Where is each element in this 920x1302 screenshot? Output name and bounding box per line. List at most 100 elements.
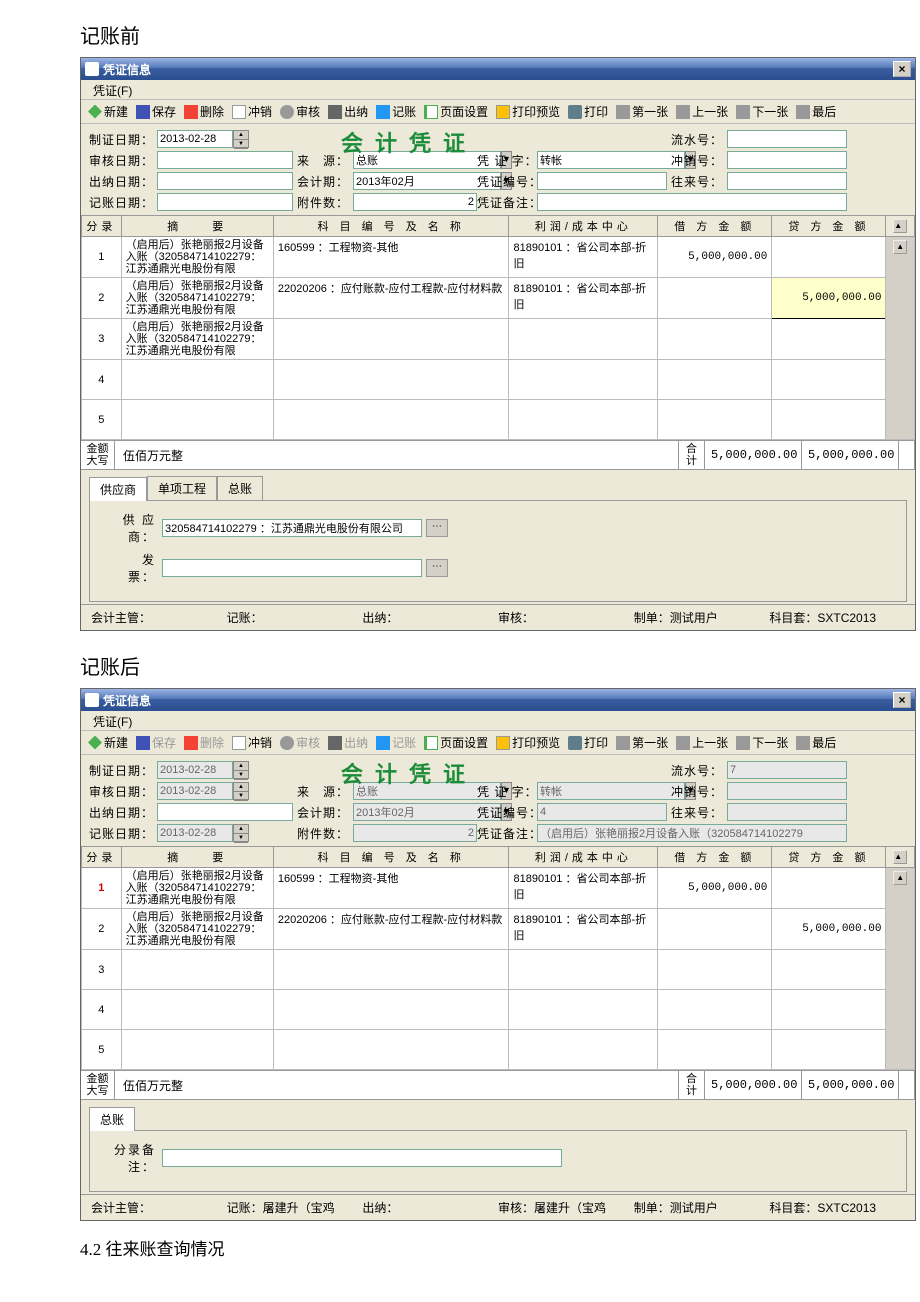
tb-prev[interactable]: 上一张 xyxy=(673,732,731,753)
date-spinner[interactable]: ▲▼ xyxy=(233,761,249,779)
tb-prev[interactable]: 上一张 xyxy=(673,101,731,122)
entry-row[interactable]: 3 xyxy=(82,950,915,990)
entry-credit[interactable] xyxy=(772,237,886,278)
entry-center[interactable] xyxy=(509,950,658,990)
tb-print[interactable]: 打印 xyxy=(565,732,611,753)
date-input[interactable] xyxy=(157,782,233,800)
date-input[interactable] xyxy=(157,761,233,779)
offset-input[interactable] xyxy=(727,151,847,169)
select-field[interactable]: ▼ xyxy=(537,151,667,169)
entry-debit[interactable] xyxy=(658,278,772,319)
entry-credit[interactable] xyxy=(772,868,886,909)
entry-center[interactable] xyxy=(509,360,658,400)
tab-1[interactable]: 单项工程 xyxy=(147,476,217,500)
close-button[interactable]: × xyxy=(893,61,911,77)
entry-credit[interactable]: 5,000,000.00 xyxy=(772,909,886,950)
date-field[interactable]: ▲▼ xyxy=(157,824,293,842)
entry-account[interactable] xyxy=(273,1030,509,1070)
scroll-up-icon[interactable]: ▲ xyxy=(893,240,907,254)
tb-new[interactable]: 新建 xyxy=(85,732,131,753)
date-field[interactable]: ▲▼ xyxy=(157,761,293,779)
scroll-bar[interactable]: ▲ xyxy=(886,868,915,1070)
entry-credit[interactable] xyxy=(772,360,886,400)
entry-debit[interactable] xyxy=(658,400,772,440)
entry-center[interactable]: 81890101 ：省公司本部-折旧 xyxy=(509,278,658,319)
entry-account[interactable] xyxy=(273,990,509,1030)
tb-save[interactable]: 保存 xyxy=(133,101,179,122)
tab-0[interactable]: 总账 xyxy=(89,1107,135,1131)
attach-input[interactable] xyxy=(353,824,477,842)
scroll-bar[interactable]: ▲ xyxy=(886,237,915,440)
attach-input[interactable] xyxy=(353,193,477,211)
tab-0[interactable]: 供应商 xyxy=(89,477,147,501)
book-date-input[interactable] xyxy=(157,193,293,211)
entry-debit[interactable]: 5,000,000.00 xyxy=(658,237,772,278)
tb-preview[interactable]: 打印预览 xyxy=(493,101,563,122)
entry-debit[interactable] xyxy=(658,319,772,360)
entry-credit[interactable] xyxy=(772,1030,886,1070)
tb-offset[interactable]: 冲销 xyxy=(229,101,275,122)
entry-row[interactable]: 2 （启用后）张艳丽报2月设备入账（320584714102279：江苏通鼎光电… xyxy=(82,278,915,319)
close-button[interactable]: × xyxy=(893,692,911,708)
tb-new[interactable]: 新建 xyxy=(85,101,131,122)
tab-2[interactable]: 总账 xyxy=(217,476,263,500)
offset-input[interactable] xyxy=(727,782,847,800)
entry-debit[interactable] xyxy=(658,1030,772,1070)
entry-credit[interactable] xyxy=(772,319,886,360)
entry-center[interactable]: 81890101 ：省公司本部-折旧 xyxy=(509,237,658,278)
entry-debit[interactable] xyxy=(658,990,772,1030)
entry-row[interactable]: 4 xyxy=(82,360,915,400)
serial-input[interactable] xyxy=(727,761,847,779)
tb-cash[interactable]: 出纳 xyxy=(325,101,371,122)
tb-audit[interactable]: 审核 xyxy=(277,101,323,122)
entry-summary[interactable]: （启用后）张艳丽报2月设备入账（320584714102279：江苏通鼎光电股份… xyxy=(121,278,273,319)
select-field[interactable]: ▼ xyxy=(537,782,667,800)
entry-account[interactable] xyxy=(273,360,509,400)
tb-next[interactable]: 下一张 xyxy=(733,101,791,122)
entry-center[interactable]: 81890101 ：省公司本部-折旧 xyxy=(509,909,658,950)
tb-cash[interactable]: 出纳 xyxy=(325,732,371,753)
corr-input[interactable] xyxy=(727,803,847,821)
entry-account[interactable]: 160599 ：工程物资-其他 xyxy=(273,237,509,278)
entry-debit[interactable] xyxy=(658,950,772,990)
entry-row[interactable]: 1 （启用后）张艳丽报2月设备入账（320584714102279：江苏通鼎光电… xyxy=(82,868,915,909)
tb-delete[interactable]: 删除 xyxy=(181,101,227,122)
tb-first[interactable]: 第一张 xyxy=(613,732,671,753)
date-field[interactable]: ▲▼ xyxy=(157,130,293,148)
cash-date-input[interactable] xyxy=(157,803,293,821)
entry-row[interactable]: 2 （启用后）张艳丽报2月设备入账（320584714102279：江苏通鼎光电… xyxy=(82,909,915,950)
entry-center[interactable]: 81890101 ：省公司本部-折旧 xyxy=(509,868,658,909)
date-spinner[interactable]: ▲▼ xyxy=(233,782,249,800)
entry-account[interactable] xyxy=(273,400,509,440)
tb-audit[interactable]: 审核 xyxy=(277,732,323,753)
entry-account[interactable]: 22020206 ：应付账款-应付工程款-应付材料款 xyxy=(273,909,509,950)
entry-row[interactable]: 5 xyxy=(82,400,915,440)
entry-credit[interactable] xyxy=(772,400,886,440)
entry-summary[interactable]: （启用后）张艳丽报2月设备入账（320584714102279：江苏通鼎光电股份… xyxy=(121,909,273,950)
tb-last[interactable]: 最后 xyxy=(793,101,839,122)
tb-book[interactable]: 记账 xyxy=(373,101,419,122)
entry-debit[interactable] xyxy=(658,909,772,950)
entry-summary[interactable] xyxy=(121,990,273,1030)
entry-note-input[interactable] xyxy=(162,1149,562,1167)
tb-save[interactable]: 保存 xyxy=(133,732,179,753)
select-input[interactable] xyxy=(537,782,685,800)
serial-input[interactable] xyxy=(727,130,847,148)
scroll-up-icon[interactable]: ▲ xyxy=(893,871,907,885)
entry-credit[interactable] xyxy=(772,950,886,990)
date-spinner[interactable]: ▲▼ xyxy=(233,130,249,148)
supplier-input[interactable] xyxy=(162,519,422,537)
vno-input[interactable] xyxy=(537,172,667,190)
entry-debit[interactable]: 5,000,000.00 xyxy=(658,868,772,909)
entry-row[interactable]: 3 （启用后）张艳丽报2月设备入账（320584714102279：江苏通鼎光电… xyxy=(82,319,915,360)
vnote-input[interactable] xyxy=(537,824,847,842)
more-icon[interactable]: ⋯ xyxy=(426,519,448,537)
tb-delete[interactable]: 删除 xyxy=(181,732,227,753)
entry-account[interactable]: 22020206 ：应付账款-应付工程款-应付材料款 xyxy=(273,278,509,319)
tb-next[interactable]: 下一张 xyxy=(733,732,791,753)
entry-account[interactable]: 160599 ：工程物资-其他 xyxy=(273,868,509,909)
entry-row[interactable]: 5 xyxy=(82,1030,915,1070)
select-field[interactable]: ▼ xyxy=(353,172,477,190)
entry-summary[interactable] xyxy=(121,360,273,400)
entry-summary[interactable] xyxy=(121,950,273,990)
